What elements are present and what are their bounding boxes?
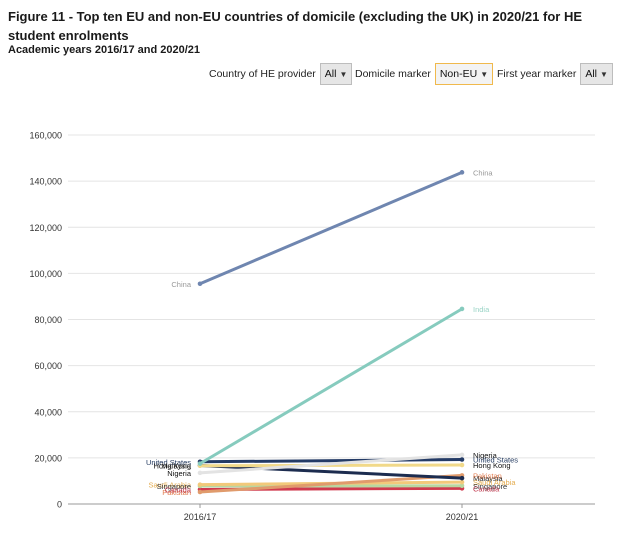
first-year-dropdown[interactable]: All ▼ [580,63,613,85]
label-left-china: China [171,280,191,289]
label-right-china: China [473,168,493,177]
series-lines [197,170,465,495]
label-left-pakistan: Pakistan [162,488,191,497]
y-tick-label: 100,000 [29,269,62,279]
series-line-malaysia [198,463,464,480]
dropdown-value: Non-EU [439,68,478,80]
point-china [197,281,203,287]
label-left-singapore: Singapore [157,482,191,491]
y-axis: 0 20,000 40,000 60,000 80,000 100,000 120,000 1… [29,131,62,510]
line-chart: 0 20,000 40,000 60,000 80,000 100,000 120,000 1… [29,131,595,522]
y-tick-label: 40,000 [34,407,62,417]
y-tick-label: 80,000 [34,315,62,325]
label-left-saudi-arabia: Saudi Arabia [148,481,191,490]
chart-title: Figure 11 - Top ten EU and non-EU countr… [8,9,582,43]
point-china [459,170,465,175]
point-saudi-arabia [197,482,203,487]
caret-down-icon: ▼ [600,69,608,79]
series-line-nigeria [198,453,464,475]
label-right-singapore: Singapore [473,482,507,491]
x-tick-label: 2020/21 [446,512,479,522]
chart-subtitle: Academic years 2016/17 and 2020/21 [8,44,201,56]
point-hong-kong [459,462,465,468]
filter-bar: Country of HE provider All ▼ Domicile ma… [0,62,641,86]
point-nigeria [197,470,203,476]
point-pakistan [197,489,203,495]
point-india [459,306,465,312]
point-saudi-arabia [459,479,465,485]
point-nigeria [459,452,465,458]
filter-first-year-marker: First year marker All ▼ [497,62,613,86]
label-left-canada: Canada [165,485,192,494]
series-line-united-states [198,457,464,464]
point-malaysia [459,475,465,481]
y-tick-label: 120,000 [29,223,62,233]
filter-domicile-marker: Domicile marker Non-EU ▼ [355,62,494,86]
label-right-saudi-arabia: Saudi Arabia [473,478,516,487]
y-tick-label: 20,000 [34,453,62,463]
x-tick-label: 2016/17 [184,512,217,522]
domicile-marker-dropdown[interactable]: Non-EU ▼ [434,63,494,85]
dropdown-value: All [324,68,337,80]
caret-down-icon: ▼ [339,69,348,79]
label-right-nigeria: Nigeria [473,451,498,460]
label-left-hong-kong: Hong Kong [153,462,191,471]
label-right-india: India [473,305,490,314]
label-right-malaysia: Malaysia [473,474,503,483]
y-tick-label: 60,000 [34,361,62,371]
series-line-pakistan [198,473,464,494]
filter-country-of-provider: Country of HE provider All ▼ [209,62,353,86]
x-axis: 2016/17 2020/21 [184,504,479,522]
series-line-china [198,170,464,286]
label-left-nigeria: Nigeria [167,469,192,478]
label-right-united-states: United States [473,455,518,464]
filter-label: Domicile marker [355,68,431,80]
y-tick-label: 0 [57,500,62,510]
label-right-hong-kong: Hong Kong [473,461,511,470]
caret-down-icon: ▼ [480,69,489,79]
y-tick-label: 140,000 [29,177,62,187]
dropdown-value: All [585,68,598,80]
filter-label: Country of HE provider [209,68,316,80]
series-line-india [198,307,464,466]
point-singapore [459,483,465,489]
label-left-malaysia: Malaysia [161,461,191,470]
y-tick-label: 160,000 [29,131,62,141]
country-provider-dropdown[interactable]: All ▼ [319,63,353,85]
point-india [197,461,203,466]
label-right-pakistan: Pakistan [473,471,502,480]
filter-label: First year marker [497,68,577,80]
point-united-states [459,457,465,462]
label-right-canada: Canada [473,484,500,493]
label-left-united-states: United States [146,458,191,467]
gridlines [68,134,595,505]
